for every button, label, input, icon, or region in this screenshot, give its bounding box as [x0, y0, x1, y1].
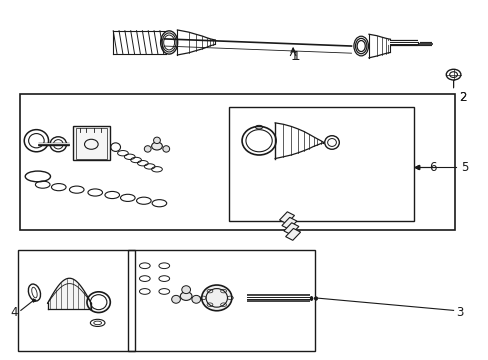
- Bar: [127, 249, 314, 351]
- Ellipse shape: [446, 69, 460, 80]
- Bar: [19, 249, 135, 351]
- Text: 2: 2: [458, 91, 466, 104]
- Ellipse shape: [144, 146, 151, 152]
- Bar: [73, 126, 110, 160]
- Ellipse shape: [201, 285, 231, 311]
- Ellipse shape: [163, 146, 169, 152]
- Text: 4: 4: [10, 306, 18, 319]
- Bar: [279, 212, 294, 224]
- Bar: [284, 223, 298, 235]
- Bar: [285, 229, 300, 240]
- Bar: [282, 217, 296, 229]
- Text: 6: 6: [428, 161, 436, 174]
- Text: 1: 1: [290, 50, 298, 63]
- Bar: [20, 94, 454, 230]
- Bar: [228, 107, 413, 221]
- Ellipse shape: [151, 142, 162, 150]
- Text: 5: 5: [460, 161, 468, 174]
- Bar: [76, 128, 107, 158]
- Ellipse shape: [191, 296, 200, 303]
- Text: 2: 2: [458, 91, 466, 104]
- Text: 3: 3: [455, 306, 463, 319]
- Text: 1: 1: [292, 50, 300, 63]
- Ellipse shape: [180, 292, 192, 300]
- Ellipse shape: [182, 286, 190, 294]
- Ellipse shape: [153, 137, 160, 144]
- Ellipse shape: [171, 296, 180, 303]
